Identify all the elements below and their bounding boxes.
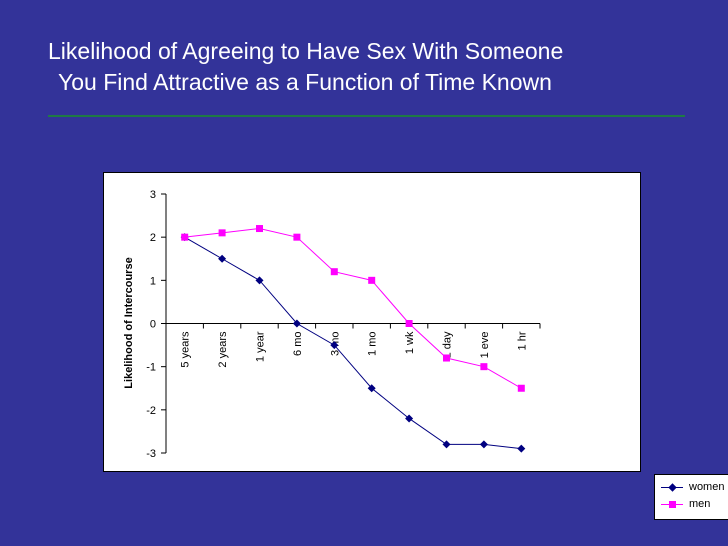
chart-area: 3 2 1 0 -1 -2 -3 5 years 2 years 1 year 6 mo 3 mo 1 … xyxy=(103,172,728,520)
y-axis-title: Likelihood of Intercourse xyxy=(123,257,135,388)
data-point-men xyxy=(368,276,376,284)
data-point-men xyxy=(405,320,413,327)
legend-item-women: women xyxy=(661,480,724,494)
data-point-men xyxy=(517,384,525,392)
diamond-marker-icon xyxy=(668,482,677,492)
x-tick-label: 2 years xyxy=(217,331,229,368)
data-point-men xyxy=(443,354,450,362)
data-point-men xyxy=(218,229,226,237)
series-line-men xyxy=(184,228,522,389)
slide-title-line-1: Likelihood of Agreeing to Have Sex With … xyxy=(48,38,564,64)
y-tick-label: -1 xyxy=(146,362,156,374)
data-point-women xyxy=(405,414,414,423)
series-line-women xyxy=(184,236,522,450)
data-point-women xyxy=(330,341,339,350)
x-tick-label: 1 day xyxy=(442,331,454,358)
x-tick-label: 5 years xyxy=(180,331,192,368)
x-tick-label: 1 eve xyxy=(479,332,491,359)
data-point-women xyxy=(255,276,264,285)
x-tick-label: 1 hr xyxy=(516,331,528,350)
legend-swatch xyxy=(661,500,683,508)
data-point-women xyxy=(479,440,488,449)
data-point-women xyxy=(442,440,451,449)
legend-item-men: men xyxy=(661,497,710,511)
data-point-men xyxy=(256,225,263,233)
square-marker-icon xyxy=(669,500,676,508)
y-tick-label: -3 xyxy=(146,448,156,460)
data-point-men xyxy=(480,363,488,371)
x-tick-label: 1 mo xyxy=(367,332,379,356)
legend-label: women xyxy=(689,481,725,493)
data-point-women xyxy=(367,384,376,393)
y-tick-label: 3 xyxy=(150,189,156,201)
data-point-men xyxy=(181,233,189,241)
title-divider xyxy=(48,115,685,117)
data-point-men xyxy=(293,233,301,241)
x-tick-label: 1 year xyxy=(255,331,267,362)
data-point-women xyxy=(292,319,301,328)
x-tick-label: 1 wk xyxy=(404,331,416,354)
y-tick-label: 1 xyxy=(150,275,156,287)
y-tick-label: -2 xyxy=(146,405,156,417)
y-tick-label: 0 xyxy=(150,319,156,331)
data-point-men xyxy=(330,268,338,276)
legend-swatch xyxy=(661,482,683,492)
chart-legend: women men xyxy=(654,474,728,520)
y-tick-label: 2 xyxy=(150,232,156,244)
slide-title: Likelihood of Agreeing to Have Sex With … xyxy=(48,36,708,98)
data-point-women xyxy=(517,444,526,453)
legend-label: men xyxy=(689,498,711,510)
slide-title-line-2: You Find Attractive as a Function of Tim… xyxy=(58,69,552,95)
data-point-women xyxy=(218,254,227,263)
x-tick-label: 6 mo xyxy=(292,332,304,356)
